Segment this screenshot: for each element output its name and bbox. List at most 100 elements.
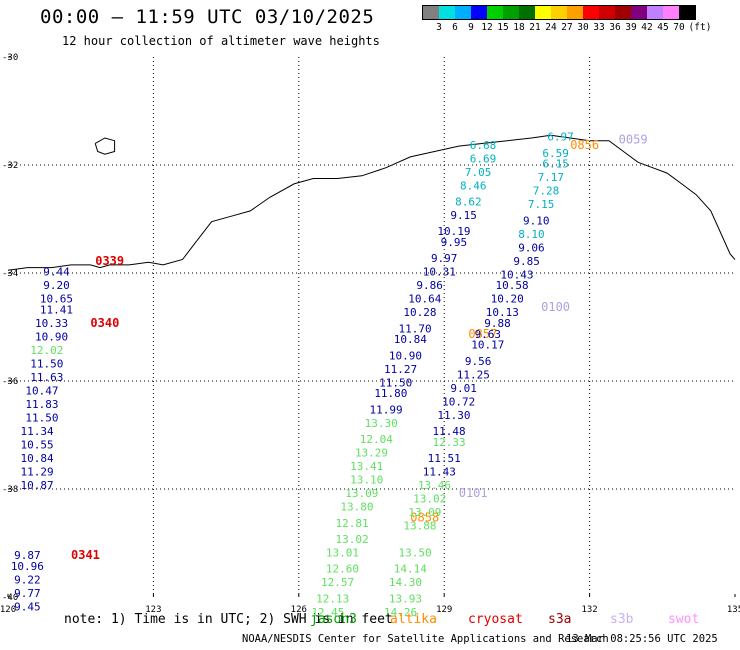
colorbar-tick-label: 30 (577, 22, 589, 33)
colorbar-tick-label: 9 (468, 22, 474, 33)
wave-height-label: 13.01 (326, 547, 359, 560)
satellite-legend-s3a: s3a (548, 612, 572, 627)
colorbar-swatch (599, 6, 615, 19)
wave-height-label: 10.17 (471, 339, 504, 352)
colorbar-tick-label: 27 (561, 22, 573, 33)
colorbar-swatch (455, 6, 471, 19)
satellite-legend-altika: altika (390, 612, 437, 627)
wave-height-label: 9.10 (523, 214, 550, 227)
satellite-legend-jason3: jason3 (310, 612, 357, 627)
track-time-label: 0857 (468, 327, 497, 341)
colorbar-tick-label: 21 (529, 22, 541, 33)
colorbar-swatch (519, 6, 535, 19)
wave-height-label: 10.55 (21, 439, 54, 452)
wave-height-label: 11.27 (384, 363, 417, 376)
island-outline (94, 137, 116, 155)
wave-height-label: 13.10 (350, 474, 383, 487)
wave-height-label: 11.50 (379, 376, 412, 389)
lat-tick-label: -36 (2, 377, 18, 387)
satellite-legend-s3b: s3b (610, 612, 634, 627)
wave-height-label: 13.50 (399, 547, 432, 560)
colorbar-swatch (487, 6, 503, 19)
colorbar-swatch (423, 6, 439, 19)
wave-height-label: 9.86 (416, 279, 443, 292)
lat-tick-label: -30 (2, 53, 18, 63)
wave-height-label: 10.43 (500, 268, 533, 281)
wave-height-label: 12.60 (326, 563, 359, 576)
wave-height-label: 6.97 (547, 131, 574, 144)
colorbar-swatch (567, 6, 583, 19)
wave-height-label: 9.45 (14, 601, 41, 614)
wave-height-label: 10.72 (442, 395, 475, 408)
colorbar-tick-label: 15 (497, 22, 509, 33)
track-time-label: 0858 (410, 510, 439, 524)
wave-height-label: 10.87 (21, 479, 54, 492)
wave-height-label: 12.13 (316, 592, 349, 605)
credit-text: NOAA/NESDIS Center for Satellite Applica… (242, 633, 609, 645)
colorbar-swatch (535, 6, 551, 19)
wave-height-label: 12.57 (321, 576, 354, 589)
lon-tick-label: 120 (0, 605, 16, 615)
wave-height-label: 11.83 (25, 398, 58, 411)
colorbar-tick-label: 33 (593, 22, 605, 33)
wave-height-label: 10.28 (403, 306, 436, 319)
lon-tick-label: 135 (727, 605, 740, 615)
wave-height-label: 13.09 (345, 487, 378, 500)
wave-height-label: 9.77 (14, 587, 41, 600)
wave-height-label: 9.06 (518, 241, 545, 254)
colorbar-tick-label: 18 (513, 22, 525, 33)
colorbar-tick-label: 42 (641, 22, 653, 33)
colorbar-tick-label: 45 (657, 22, 669, 33)
track-time-label: 0339 (95, 254, 124, 268)
wave-height-label: 9.22 (14, 574, 41, 587)
colorbar-ticks: 3 6 9 12 15 18 21 24 27 30 33 36 39 42 45 70 (ft) (422, 20, 711, 34)
track-time-label: 0100 (541, 300, 570, 314)
wave-height-label: 11.43 (423, 466, 456, 479)
satellite-legend-cryosat: cryosat (468, 612, 523, 627)
wave-height-label: 10.31 (423, 266, 456, 279)
wave-height-label: 11.70 (399, 322, 432, 335)
colorbar-swatch (631, 6, 647, 19)
coastline (7, 134, 736, 271)
wave-height-label: 10.64 (408, 293, 441, 306)
wave-height-label: 11.99 (369, 403, 402, 416)
wave-height-label: 10.47 (25, 385, 58, 398)
wave-height-label: 10.13 (486, 306, 519, 319)
wave-height-label: 7.17 (538, 171, 565, 184)
wave-height-label: 12.02 (30, 344, 63, 357)
colorbar-tick-label: 39 (625, 22, 637, 33)
lat-tick-label: -34 (2, 269, 18, 279)
track-time-label: 0101 (459, 486, 488, 500)
wave-height-label: 6.68 (470, 139, 497, 152)
colorbar-swatch (679, 6, 695, 19)
wave-height-label: 12.81 (336, 517, 369, 530)
colorbar-legend: 3 6 9 12 15 18 21 24 27 30 33 36 39 42 45 70 (ft) (422, 5, 711, 34)
wave-height-label: 10.84 (394, 333, 427, 346)
wave-height-label: 10.65 (40, 293, 73, 306)
wave-height-label: 7.15 (528, 198, 555, 211)
wave-height-label: 12.04 (360, 433, 393, 446)
wave-height-label: 9.20 (43, 279, 70, 292)
lat-tick-label: -40 (2, 593, 18, 603)
wave-height-label: 9.88 (484, 317, 511, 330)
wave-height-label: 10.90 (35, 331, 68, 344)
colorbar-tick-label: 12 (481, 22, 493, 33)
wave-height-label: 13.09 (408, 506, 441, 519)
lon-tick-label: 129 (436, 605, 452, 615)
colorbar-swatch (615, 6, 631, 19)
wave-height-label: 9.97 (431, 252, 458, 265)
wave-height-label: 10.90 (389, 349, 422, 362)
wave-height-label: 8.62 (455, 196, 482, 209)
page-subtitle: 12 hour collection of altimeter wave hei… (62, 34, 380, 48)
wave-height-label: 13.80 (340, 501, 373, 514)
wave-height-label: 11.50 (25, 412, 58, 425)
wave-height-label: 14.14 (394, 563, 427, 576)
wave-height-label: 13.29 (355, 447, 388, 460)
wave-height-label: 8.10 (518, 228, 545, 241)
track-time-label: 0340 (90, 316, 119, 330)
wave-height-label: 9.95 (441, 236, 468, 249)
wave-height-label: 12.45 (311, 606, 344, 619)
wave-height-label: 9.15 (450, 209, 477, 222)
wave-height-label: 10.84 (21, 452, 54, 465)
